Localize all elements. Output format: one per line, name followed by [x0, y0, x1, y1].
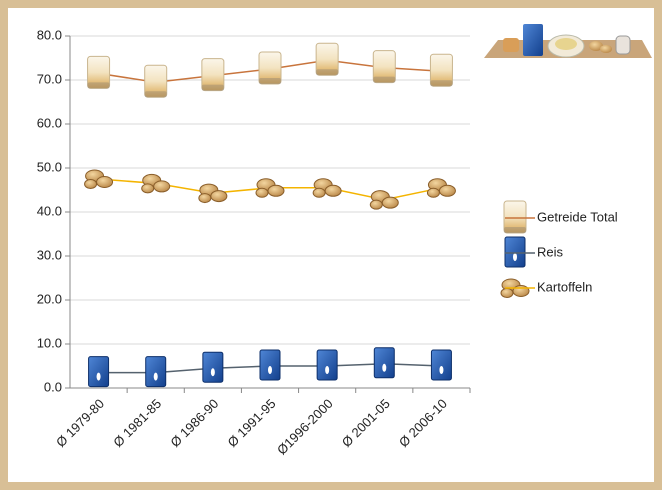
icon-part: [144, 91, 167, 98]
point-marker: [258, 51, 282, 85]
icon-part: [315, 42, 339, 76]
icon-part: [202, 351, 224, 383]
y-tick-label: 0.0: [44, 379, 62, 394]
point-marker: [315, 42, 339, 76]
point-marker: [88, 356, 110, 388]
legend-icon: [504, 236, 526, 268]
icon-part: [198, 193, 212, 204]
legend-label: Reis: [537, 244, 564, 259]
icon-part: [201, 84, 224, 91]
point-marker: [198, 183, 228, 204]
icon-part: [268, 366, 272, 374]
icon-part: [324, 184, 342, 197]
icon-part: [430, 80, 453, 87]
point-marker: [430, 349, 452, 381]
icon-part: [87, 82, 110, 89]
y-tick-label: 20.0: [37, 291, 62, 306]
icon-part: [259, 349, 281, 381]
point-marker: [202, 351, 224, 383]
icon-part: [87, 55, 111, 89]
y-tick-label: 50.0: [37, 159, 62, 174]
point-marker: [312, 178, 342, 198]
icon-part: [503, 200, 527, 234]
point-marker: [87, 55, 111, 89]
point-marker: [373, 347, 395, 379]
icon-part: [258, 51, 282, 85]
icon-part: [153, 180, 171, 193]
icon-part: [500, 288, 514, 298]
point-marker: [145, 356, 167, 388]
point-marker: [316, 349, 338, 381]
icon-part: [259, 78, 281, 84]
icon-part: [144, 64, 168, 98]
point-marker: [429, 53, 453, 87]
icon-part: [504, 236, 526, 268]
legend-label: Getreide Total: [537, 209, 618, 224]
point-marker: [201, 58, 225, 92]
icon-part: [96, 176, 114, 188]
point-marker: [426, 178, 456, 198]
icon-part: [153, 372, 158, 381]
icon-part: [84, 179, 98, 189]
icon-part: [439, 366, 444, 374]
icon-part: [88, 356, 110, 388]
icon-part: [430, 349, 452, 381]
icon-part: [141, 183, 155, 194]
icon-part: [373, 76, 396, 83]
icon-part: [373, 347, 395, 379]
icon-part: [512, 285, 530, 297]
icon-part: [426, 187, 440, 198]
y-tick-label: 60.0: [37, 115, 62, 130]
icon-part: [255, 187, 269, 198]
icon-part: [316, 69, 339, 76]
y-tick-label: 10.0: [37, 335, 62, 350]
point-marker: [141, 173, 171, 194]
y-tick-label: 30.0: [37, 247, 62, 262]
icon-part: [267, 184, 285, 197]
icon-part: [369, 199, 383, 210]
icon-part: [145, 356, 167, 388]
icon-part: [201, 58, 225, 92]
icon-part: [96, 372, 101, 381]
icon-part: [382, 363, 387, 372]
y-tick-label: 80.0: [37, 27, 62, 42]
icon-part: [504, 227, 526, 233]
icon-part: [325, 366, 330, 374]
legend-label: Kartoffeln: [537, 279, 592, 294]
icon-part: [210, 190, 228, 203]
icon-part: [429, 53, 453, 87]
icon-part: [381, 196, 399, 209]
icon-part: [316, 349, 338, 381]
icon-part: [438, 184, 456, 197]
legend-icon: [503, 200, 527, 234]
point-marker: [84, 169, 114, 189]
point-marker: [259, 349, 281, 381]
y-tick-label: 40.0: [37, 203, 62, 218]
icon-part: [513, 253, 517, 261]
point-marker: [369, 190, 399, 210]
point-marker: [372, 50, 396, 84]
point-marker: [255, 178, 285, 198]
point-marker: [144, 64, 168, 98]
icon-part: [210, 368, 215, 377]
background: [8, 8, 654, 482]
decor-image: [484, 24, 652, 58]
icon-part: [312, 187, 326, 198]
y-tick-label: 70.0: [37, 71, 62, 86]
icon-part: [372, 50, 396, 84]
